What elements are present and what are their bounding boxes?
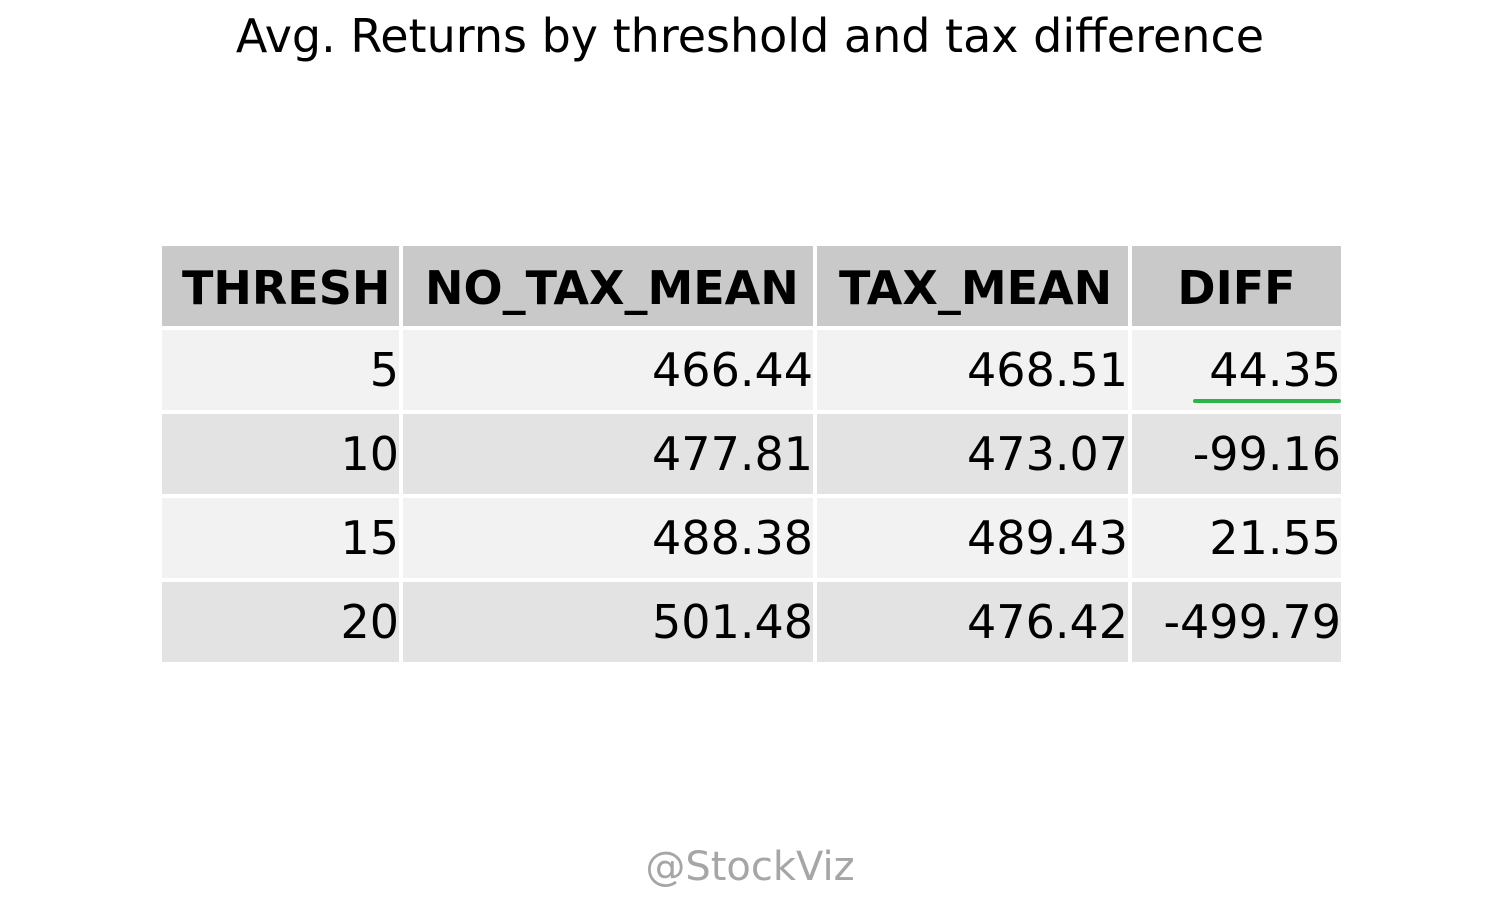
cell-diff: 21.55 [1132, 498, 1341, 578]
cell-thresh: 15 [162, 498, 399, 578]
cell-tax-mean-value: 473.07 [967, 427, 1128, 481]
cell-no-tax-mean: 488.38 [403, 498, 813, 578]
cell-thresh: 10 [162, 414, 399, 494]
cell-no-tax-mean-value: 501.48 [652, 595, 813, 649]
table-row: 20 501.48 476.42 -499.79 [162, 582, 1341, 662]
cell-tax-mean-value: 489.43 [967, 511, 1128, 565]
chart-title: Avg. Returns by threshold and tax differ… [235, 9, 1265, 63]
cell-diff: -499.79 [1132, 582, 1341, 662]
table-header-row: THRESH NO_TAX_MEAN TAX_MEAN DIFF [162, 246, 1341, 326]
returns-table: THRESH NO_TAX_MEAN TAX_MEAN DIFF 5 466.44… [158, 242, 1345, 666]
cell-tax-mean-value: 468.51 [967, 343, 1128, 397]
cell-diff-value: -99.16 [1192, 427, 1341, 481]
cell-thresh: 20 [162, 582, 399, 662]
header-thresh: THRESH [162, 246, 399, 326]
cell-diff: -99.16 [1132, 414, 1341, 494]
table-row: 15 488.38 489.43 21.55 [162, 498, 1341, 578]
cell-no-tax-mean-value: 477.81 [652, 427, 813, 481]
table-body: 5 466.44 468.51 44.35 10 477.81 473.07 -99.16 15… [162, 330, 1341, 662]
cell-tax-mean: 473.07 [817, 414, 1128, 494]
table-row: 10 477.81 473.07 -99.16 [162, 414, 1341, 494]
cell-no-tax-mean: 477.81 [403, 414, 813, 494]
cell-no-tax-mean-value: 488.38 [652, 511, 813, 565]
table-row: 5 466.44 468.51 44.35 [162, 330, 1341, 410]
watermark: @StockViz [645, 844, 855, 890]
cell-tax-mean-value: 476.42 [967, 595, 1128, 649]
header-no-tax-mean: NO_TAX_MEAN [403, 246, 813, 326]
cell-thresh: 5 [162, 330, 399, 410]
cell-diff-value: -499.79 [1163, 595, 1341, 649]
cell-tax-mean: 476.42 [817, 582, 1128, 662]
cell-diff-value: 21.55 [1209, 511, 1341, 565]
cell-tax-mean: 489.43 [817, 498, 1128, 578]
cell-thresh-value: 5 [369, 343, 399, 397]
cell-diff-value: 44.35 [1193, 343, 1341, 403]
cell-no-tax-mean: 501.48 [403, 582, 813, 662]
cell-diff: 44.35 [1132, 330, 1341, 410]
cell-thresh-value: 20 [340, 595, 399, 649]
cell-no-tax-mean: 466.44 [403, 330, 813, 410]
cell-thresh-value: 15 [340, 511, 399, 565]
header-tax-mean: TAX_MEAN [817, 246, 1128, 326]
cell-tax-mean: 468.51 [817, 330, 1128, 410]
cell-thresh-value: 10 [340, 427, 399, 481]
cell-no-tax-mean-value: 466.44 [652, 343, 813, 397]
header-diff: DIFF [1132, 246, 1341, 326]
